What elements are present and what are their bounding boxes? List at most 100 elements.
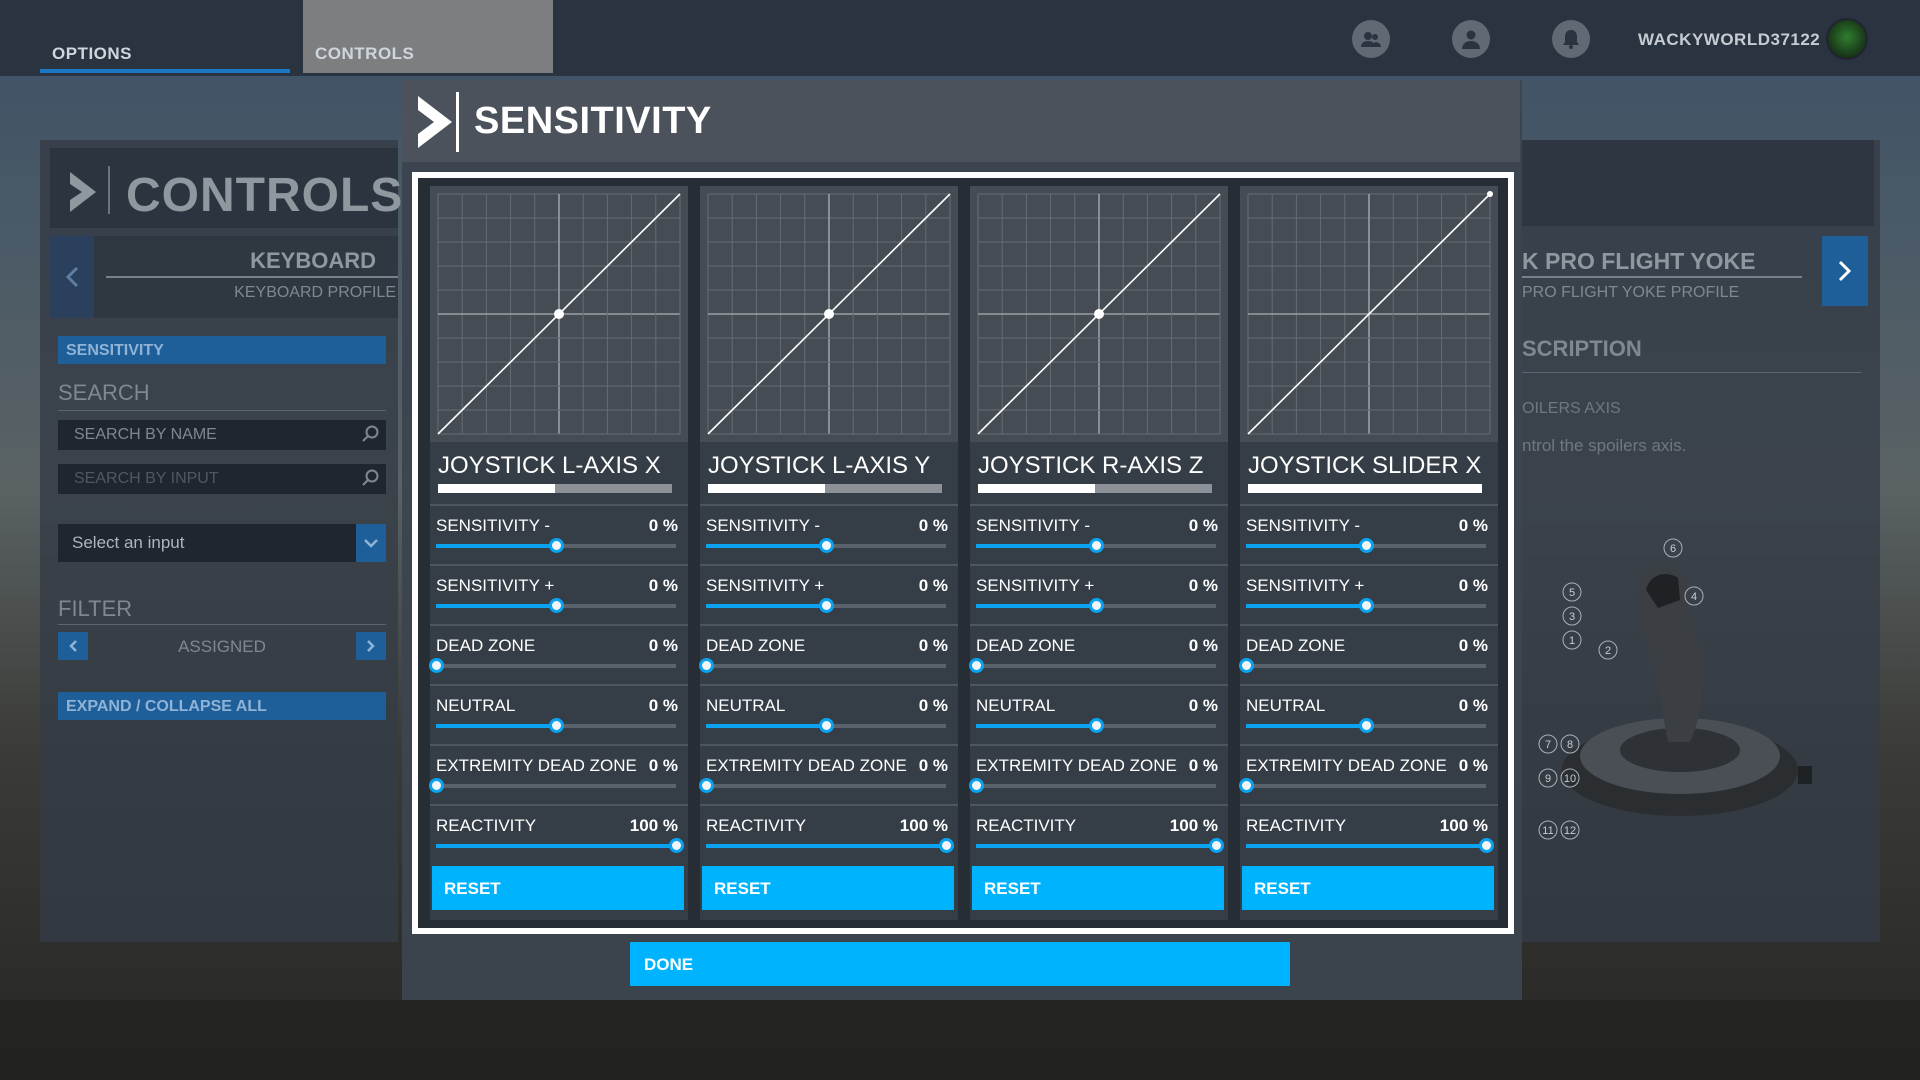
slider-handle[interactable] <box>699 778 714 793</box>
reset-button[interactable]: RESET <box>432 866 684 910</box>
expand-collapse-button[interactable]: EXPAND / COLLAPSE ALL <box>58 692 386 720</box>
setting-label: REACTIVITY <box>436 816 537 835</box>
slider-handle[interactable] <box>1239 658 1254 673</box>
setting-value: 100 % <box>629 816 678 835</box>
setting-row: SENSITIVITY - 0 % <box>970 504 1228 560</box>
setting-slider[interactable] <box>1246 538 1486 553</box>
controls-title-block: CONTROLS <box>50 148 402 228</box>
setting-slider[interactable] <box>1239 778 1486 793</box>
done-button[interactable]: DONE <box>630 942 1290 986</box>
slider-handle[interactable] <box>429 778 444 793</box>
setting-slider[interactable] <box>976 718 1216 733</box>
setting-slider[interactable] <box>436 598 676 613</box>
setting-label: EXTREMITY DEAD ZONE <box>1246 756 1447 775</box>
response-curve <box>1247 193 1491 435</box>
slider-handle[interactable] <box>1089 718 1104 733</box>
setting-slider[interactable] <box>706 718 946 733</box>
setting-label: EXTREMITY DEAD ZONE <box>706 756 907 775</box>
notifications-icon[interactable] <box>1552 20 1590 58</box>
reset-button[interactable]: RESET <box>702 866 954 910</box>
svg-text:8: 8 <box>1567 739 1573 751</box>
setting-slider[interactable] <box>969 658 1216 673</box>
input-level-bar <box>1248 484 1482 493</box>
slider-handle[interactable] <box>819 598 834 613</box>
setting-slider[interactable] <box>706 598 946 613</box>
setting-slider[interactable] <box>976 598 1216 613</box>
slider-handle[interactable] <box>1359 538 1374 553</box>
setting-slider[interactable] <box>429 658 676 673</box>
slider-handle[interactable] <box>1359 718 1374 733</box>
slider-handle[interactable] <box>1479 838 1494 853</box>
avatar[interactable] <box>1826 18 1868 60</box>
select-input-dropdown[interactable]: Select an input <box>58 524 386 562</box>
setting-row: NEUTRAL 0 % <box>1240 684 1498 740</box>
tab-controls[interactable]: CONTROLS <box>303 0 553 73</box>
profile-icon[interactable] <box>1452 20 1490 58</box>
setting-slider[interactable] <box>1239 658 1486 673</box>
setting-label: EXTREMITY DEAD ZONE <box>976 756 1177 775</box>
setting-row: REACTIVITY 100 % <box>970 804 1228 860</box>
slider-handle[interactable] <box>669 838 684 853</box>
setting-slider[interactable] <box>436 718 676 733</box>
slider-handle[interactable] <box>1089 598 1104 613</box>
svg-text:6: 6 <box>1670 543 1676 555</box>
setting-row: EXTREMITY DEAD ZONE 0 % <box>429 744 688 800</box>
reset-button[interactable]: RESET <box>1242 866 1494 910</box>
setting-slider[interactable] <box>976 838 1224 853</box>
slider-handle[interactable] <box>939 838 954 853</box>
setting-slider[interactable] <box>1246 598 1486 613</box>
response-curve-graph <box>700 186 958 442</box>
filter-prev-button[interactable] <box>58 632 88 660</box>
username[interactable]: WACKYWORLD37122 <box>1638 30 1821 49</box>
setting-label: REACTIVITY <box>976 816 1077 835</box>
setting-slider[interactable] <box>429 778 676 793</box>
setting-slider[interactable] <box>436 838 684 853</box>
search-by-input-field[interactable]: SEARCH BY INPUT <box>58 464 386 494</box>
setting-value: 0 % <box>1188 516 1218 535</box>
slider-handle[interactable] <box>969 658 984 673</box>
next-device-button[interactable] <box>1822 236 1868 306</box>
slider-handle[interactable] <box>549 538 564 553</box>
setting-value: 0 % <box>918 516 948 535</box>
slider-handle[interactable] <box>969 778 984 793</box>
slider-handle[interactable] <box>549 718 564 733</box>
setting-label: SENSITIVITY + <box>706 576 825 595</box>
setting-slider[interactable] <box>699 658 946 673</box>
search-by-name-input[interactable]: SEARCH BY NAME <box>58 420 386 450</box>
setting-row: NEUTRAL 0 % <box>430 684 688 740</box>
slider-handle[interactable] <box>429 658 444 673</box>
reset-button[interactable]: RESET <box>972 866 1224 910</box>
setting-slider[interactable] <box>969 778 1216 793</box>
setting-slider[interactable] <box>699 778 946 793</box>
slider-handle[interactable] <box>549 598 564 613</box>
setting-row: EXTREMITY DEAD ZONE 0 % <box>699 744 958 800</box>
setting-slider[interactable] <box>436 538 676 553</box>
setting-slider[interactable] <box>1246 718 1486 733</box>
setting-value: 0 % <box>648 516 678 535</box>
slider-handle[interactable] <box>1209 838 1224 853</box>
axis-name: OILERS AXIS <box>1522 400 1621 417</box>
slider-handle[interactable] <box>1089 538 1104 553</box>
slider-handle[interactable] <box>1359 598 1374 613</box>
slider-handle[interactable] <box>1239 778 1254 793</box>
prev-device-button[interactable] <box>50 236 94 318</box>
setting-label: REACTIVITY <box>706 816 807 835</box>
setting-value: 100 % <box>1439 816 1488 835</box>
setting-row: DEAD ZONE 0 % <box>699 624 958 680</box>
setting-slider[interactable] <box>706 838 954 853</box>
setting-slider[interactable] <box>1246 838 1494 853</box>
setting-slider[interactable] <box>706 538 946 553</box>
sensitivity-button[interactable]: SENSITIVITY <box>58 336 386 364</box>
setting-value: 0 % <box>1188 756 1218 775</box>
friends-icon[interactable] <box>1352 20 1390 58</box>
callout-labels: 6 5 4 3 1 2 7 8 9 10 11 12 <box>1538 538 1704 840</box>
axis-card: JOYSTICK L-AXIS Y SENSITIVITY -0 % SENSITI… <box>699 186 958 920</box>
slider-handle[interactable] <box>819 538 834 553</box>
filter-next-button[interactable] <box>356 632 386 660</box>
chevron-down-icon <box>356 524 386 562</box>
setting-slider[interactable] <box>976 538 1216 553</box>
slider-handle[interactable] <box>699 658 714 673</box>
tab-options[interactable]: OPTIONS <box>40 0 290 73</box>
slider-handle[interactable] <box>819 718 834 733</box>
dialog-title: SENSITIVITY <box>474 100 712 142</box>
